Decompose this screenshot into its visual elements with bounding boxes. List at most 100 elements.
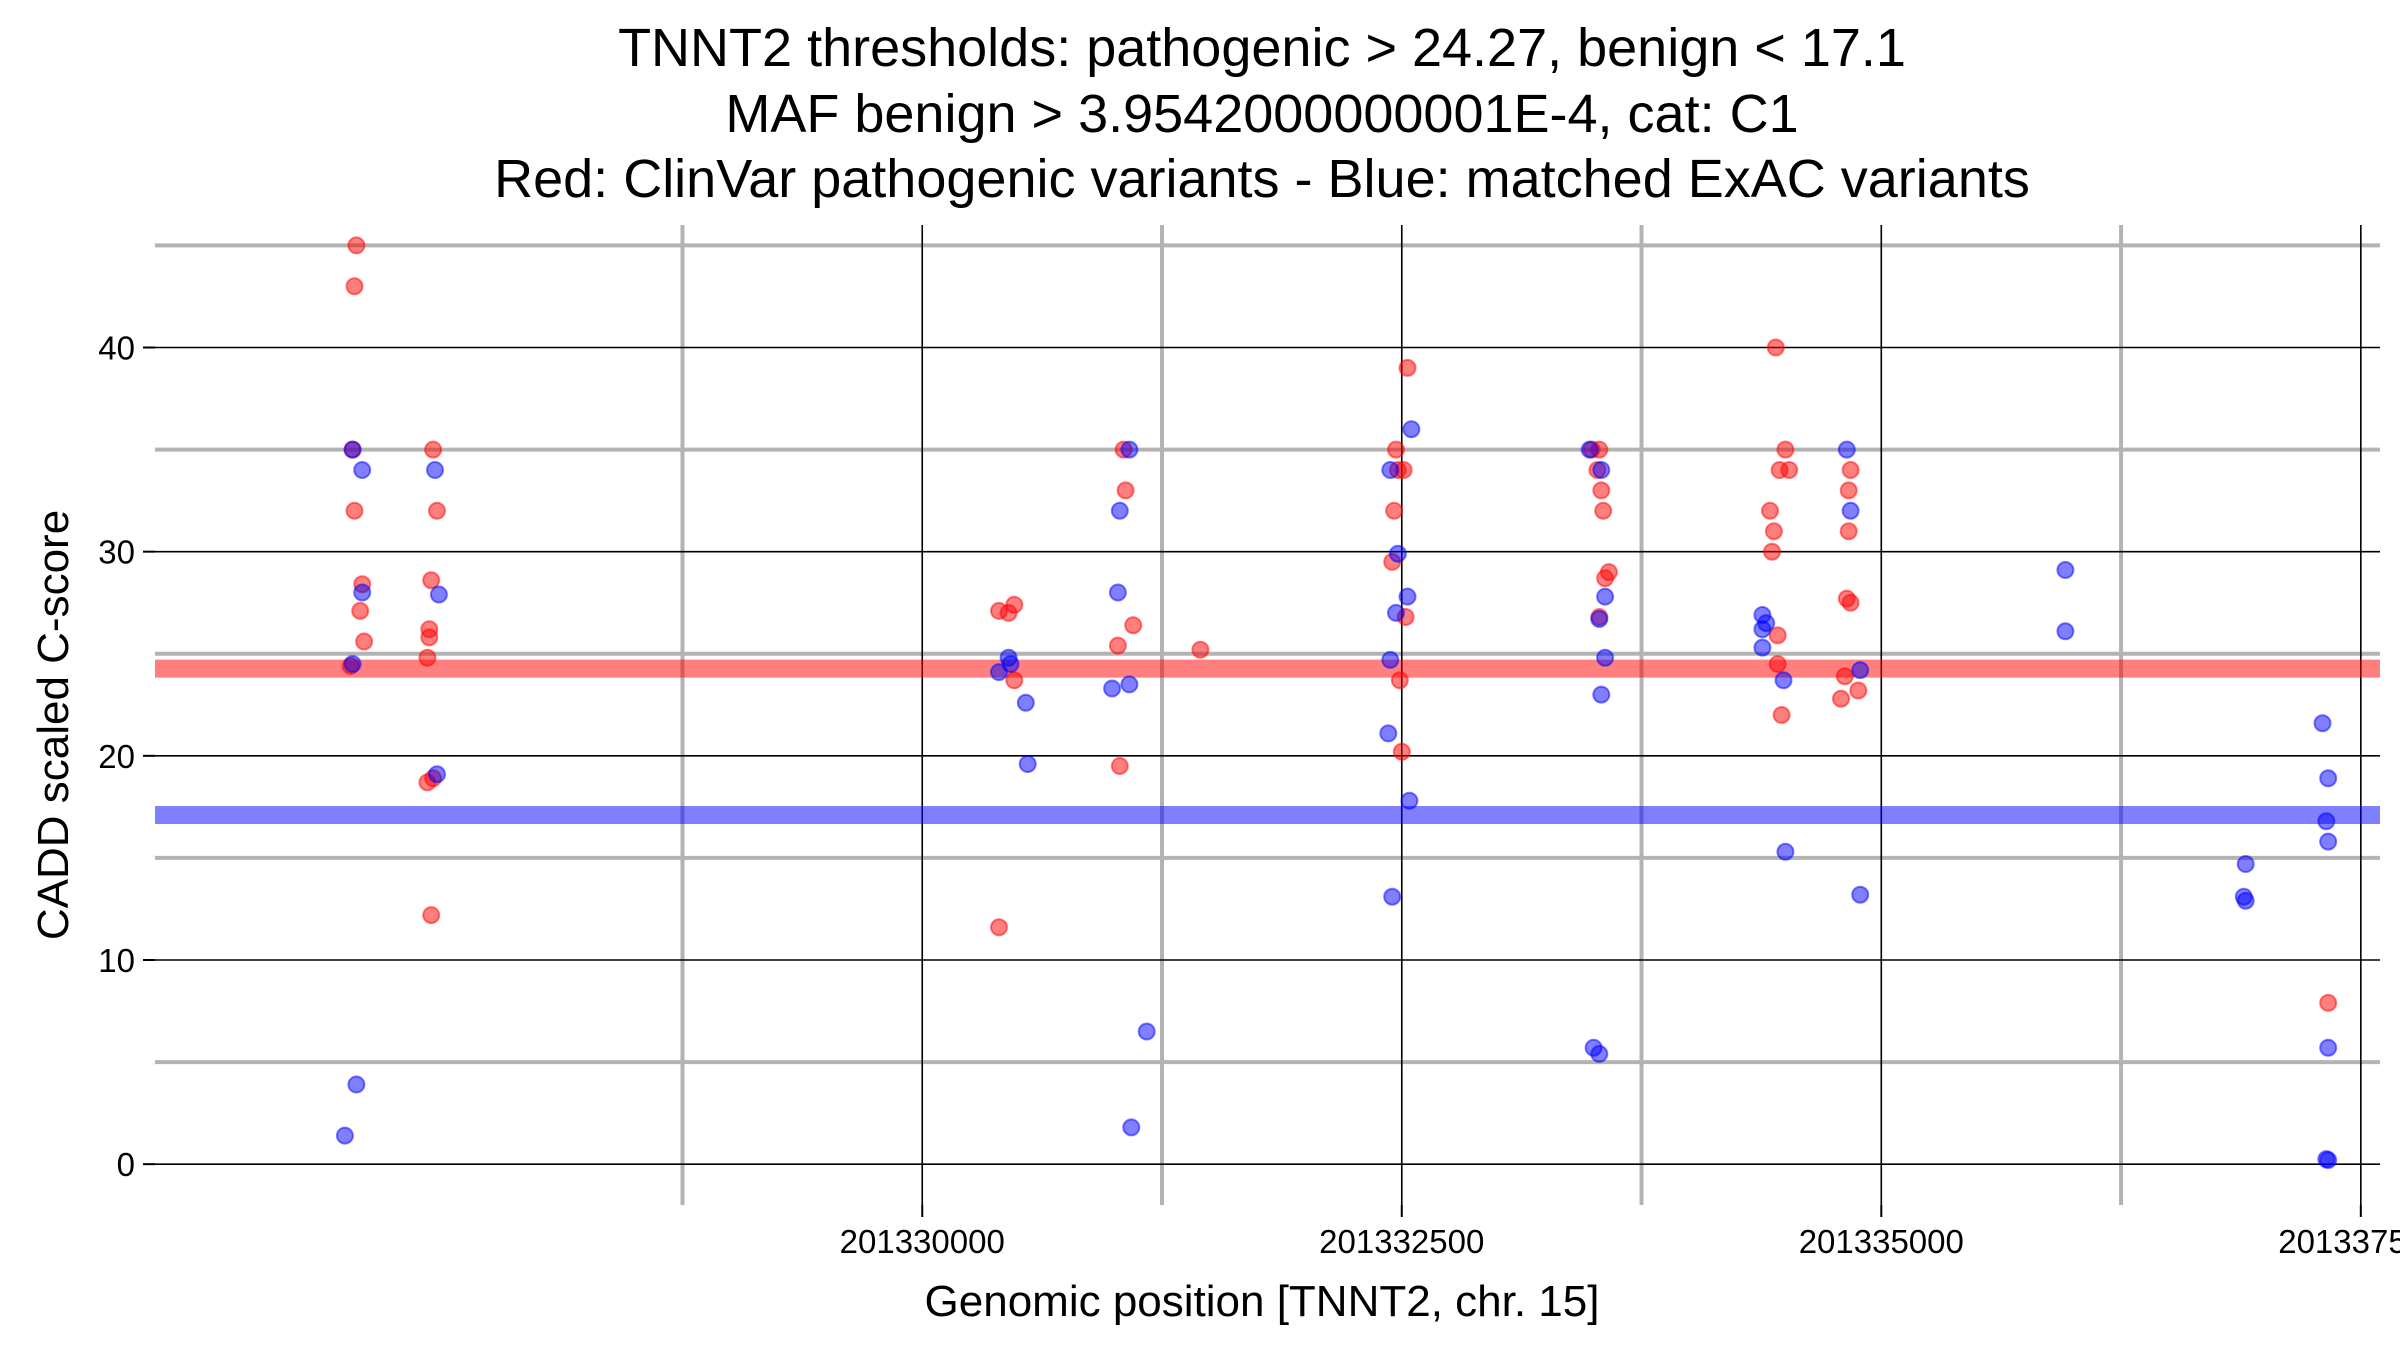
y-axis-title: CADD scaled C-score — [29, 510, 78, 940]
data-points — [335, 236, 2338, 1170]
data-point — [1590, 610, 1609, 628]
data-point — [1379, 724, 1398, 743]
data-point — [1137, 1022, 1156, 1041]
data-point — [1851, 661, 1870, 680]
threshold-lines — [155, 659, 2380, 825]
data-point — [1592, 685, 1611, 704]
data-point — [990, 918, 1008, 937]
x-tick-label: 201337500 — [2278, 1223, 2400, 1260]
data-point — [1108, 636, 1127, 655]
data-point — [1839, 481, 1858, 500]
data-point — [426, 461, 444, 479]
data-point — [1385, 501, 1404, 520]
data-point — [1841, 461, 1860, 479]
data-point — [347, 1075, 366, 1094]
data-point — [422, 906, 441, 925]
data-point — [1122, 1118, 1141, 1137]
data-point — [1580, 440, 1599, 459]
data-point — [1774, 671, 1793, 690]
data-point — [1124, 616, 1143, 635]
data-point — [424, 440, 443, 459]
data-point — [429, 585, 448, 604]
data-point — [1110, 501, 1129, 520]
data-point — [1398, 358, 1417, 377]
data-point — [1596, 648, 1615, 667]
data-point — [1839, 522, 1858, 541]
data-point — [2319, 1038, 2338, 1057]
data-point — [335, 1126, 354, 1145]
data-point — [422, 571, 441, 590]
data-point — [1841, 593, 1860, 612]
data-point — [2319, 832, 2338, 851]
data-point — [2056, 622, 2075, 641]
data-point — [343, 655, 362, 673]
grid — [155, 225, 2380, 1205]
data-point — [1594, 501, 1613, 520]
data-point — [1766, 338, 1785, 357]
data-point — [1851, 885, 1870, 904]
data-point — [990, 663, 1008, 682]
data-point — [1841, 501, 1860, 520]
data-point — [345, 277, 364, 296]
data-point — [2236, 891, 2255, 910]
title-line-1: TNNT2 thresholds: pathogenic > 24.27, be… — [618, 18, 1906, 78]
data-point — [1381, 461, 1400, 479]
data-point — [1387, 440, 1405, 459]
title-line-3: Red: ClinVar pathogenic variants - Blue:… — [494, 149, 2030, 209]
x-tick-label: 201330000 — [840, 1223, 1005, 1260]
data-point — [1390, 671, 1409, 690]
x-tick-label: 201335000 — [1799, 1223, 1964, 1260]
data-point — [2236, 855, 2255, 873]
data-point — [2313, 714, 2332, 733]
data-point — [351, 601, 370, 620]
data-point — [1753, 620, 1772, 639]
data-point — [1753, 638, 1772, 657]
data-point — [1592, 481, 1611, 500]
data-point — [1387, 603, 1405, 622]
data-point — [1837, 440, 1856, 459]
data-point — [1191, 640, 1210, 659]
data-point — [343, 440, 362, 459]
data-point — [1398, 587, 1417, 606]
y-tick-label: 10 — [98, 942, 135, 979]
y-tick-label: 30 — [98, 534, 135, 571]
data-point — [1776, 842, 1795, 861]
x-axis-ticks: 201330000 201332500 201335000 201337500 — [840, 1205, 2400, 1260]
data-point — [1780, 461, 1799, 479]
data-point — [1832, 689, 1850, 708]
data-point — [1392, 742, 1411, 761]
data-point — [1103, 679, 1122, 698]
data-point — [1768, 626, 1787, 645]
data-point — [1120, 675, 1139, 694]
series-exac-matched — [335, 420, 2338, 1170]
data-point — [1761, 501, 1779, 520]
data-point — [1005, 595, 1024, 614]
data-point — [353, 461, 372, 479]
y-tick-label: 20 — [98, 738, 135, 775]
data-point — [1018, 755, 1037, 773]
data-point — [2319, 993, 2338, 1012]
data-point — [2319, 769, 2338, 788]
data-point — [1400, 791, 1419, 810]
data-point — [428, 501, 446, 520]
data-point — [1402, 420, 1421, 439]
data-point — [1388, 544, 1407, 563]
title-line-2: MAF benign > 3.9542000000001E-4, cat: C1 — [725, 84, 1798, 144]
data-point — [1116, 481, 1135, 500]
data-point — [2317, 812, 2336, 831]
data-point — [1835, 667, 1854, 686]
data-point — [1596, 587, 1615, 606]
chart-title: TNNT2 thresholds: pathogenic > 24.27, be… — [494, 18, 2030, 209]
data-point — [347, 236, 366, 255]
data-point — [428, 765, 446, 784]
y-tick-label: 0 — [117, 1146, 135, 1183]
y-tick-label: 40 — [98, 330, 135, 367]
data-point — [1005, 671, 1024, 690]
data-point — [2056, 561, 2075, 579]
data-point — [1108, 583, 1127, 602]
data-point — [1849, 681, 1868, 700]
data-point — [1764, 522, 1783, 541]
data-point — [1590, 1044, 1609, 1063]
